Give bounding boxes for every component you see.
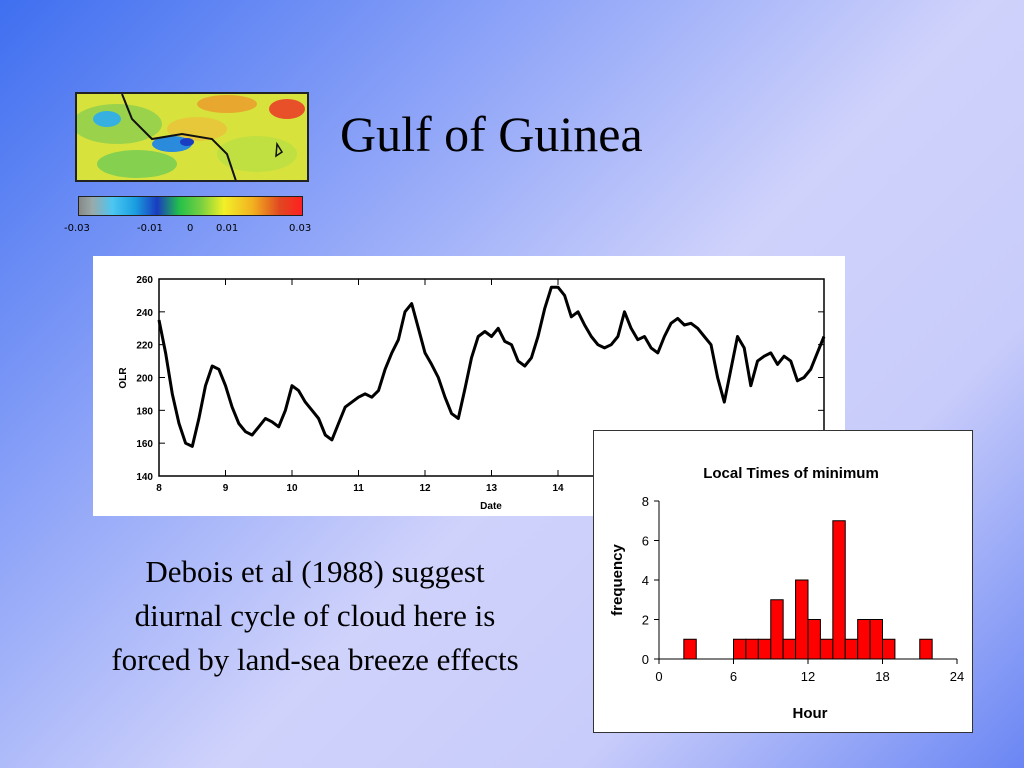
x-tick-label: 10 xyxy=(286,483,298,494)
histogram-bar xyxy=(807,619,821,660)
x-tick-label: 8 xyxy=(156,483,162,494)
x-tick-label: 12 xyxy=(419,483,431,494)
histogram-bar xyxy=(857,619,871,660)
slide-title: Gulf of Guinea xyxy=(340,106,643,162)
histogram-bar xyxy=(757,638,772,660)
color-scale-bar xyxy=(78,196,303,216)
x-tick-label: 24 xyxy=(950,669,964,684)
histogram-bar xyxy=(795,579,809,660)
y-tick-label: 4 xyxy=(642,573,649,588)
histogram-bar xyxy=(869,619,884,660)
histogram-title: Local Times of minimum xyxy=(703,465,879,482)
gulf-map-image xyxy=(75,92,309,182)
histogram-bar xyxy=(782,638,797,660)
y-tick-label: 0 xyxy=(642,652,649,667)
olr-series-line xyxy=(157,285,826,448)
y-tick-label: 260 xyxy=(136,275,153,286)
colorbar-tick: 0 xyxy=(187,223,194,234)
x-tick-label: 9 xyxy=(223,483,229,494)
y-axis-label: frequency xyxy=(609,544,626,616)
histogram-bar xyxy=(844,638,859,660)
y-tick-label: 200 xyxy=(136,374,153,385)
histogram-bar xyxy=(819,638,834,660)
histogram-bar xyxy=(745,638,759,660)
x-axis-label: Date xyxy=(480,501,502,512)
histogram-bar xyxy=(770,599,784,660)
histogram-bar xyxy=(683,638,697,660)
y-tick-label: 8 xyxy=(642,494,649,509)
y-tick-label: 140 xyxy=(136,472,153,483)
olr-line-chart: 140 160 180 200 220 240 260 8 9 10 11 12 13 14 Date OLR xyxy=(118,275,826,512)
y-tick-label: 160 xyxy=(136,439,153,450)
x-tick-label: 13 xyxy=(486,483,498,494)
x-tick-label: 0 xyxy=(655,669,662,684)
y-axis-label: OLR xyxy=(118,367,129,389)
histogram-panel: Local Times of minimum 0 2 4 6 8 0 6 12 18 24 Hour f… xyxy=(593,430,973,733)
histogram-bar xyxy=(733,638,747,660)
body-text: Debois et al (1988) suggest diurnal cycl… xyxy=(40,550,590,682)
colorbar-tick: -0.01 xyxy=(137,223,163,234)
x-tick-label: 12 xyxy=(801,669,815,684)
y-tick-label: 180 xyxy=(136,406,153,417)
x-tick-label: 6 xyxy=(730,669,737,684)
x-tick-label: 14 xyxy=(552,483,564,494)
body-line: diurnal cycle of cloud here is xyxy=(134,598,496,633)
y-tick-label: 6 xyxy=(642,534,649,549)
histogram-bar xyxy=(919,638,933,660)
histogram-bar xyxy=(832,520,846,660)
colorbar-tick: 0.01 xyxy=(216,223,239,234)
colorbar-tick: -0.03 xyxy=(64,223,90,234)
y-tick-label: 240 xyxy=(136,308,153,319)
colorbar-tick: 0.03 xyxy=(289,223,312,234)
y-tick-label: 220 xyxy=(136,341,153,352)
x-tick-label: 18 xyxy=(875,669,889,684)
histogram-bar xyxy=(882,638,896,660)
y-tick-label: 2 xyxy=(642,613,649,628)
x-tick-label: 11 xyxy=(353,483,364,494)
x-axis-label: Hour xyxy=(793,705,828,722)
body-line: forced by land-sea breeze effects xyxy=(111,642,519,677)
body-line: Debois et al (1988) suggest xyxy=(145,554,485,589)
